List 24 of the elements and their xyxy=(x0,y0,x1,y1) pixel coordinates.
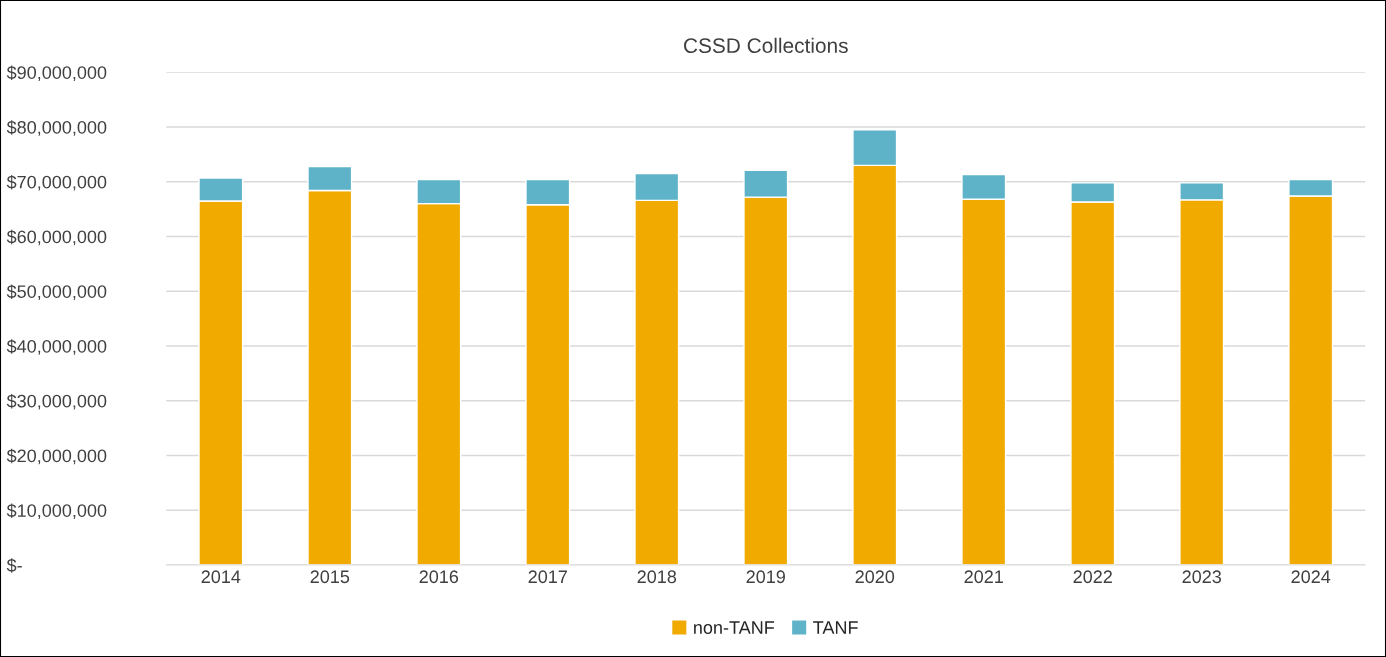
y-tick-label: $90,000,000 xyxy=(6,65,107,82)
y-tick-label: $80,000,000 xyxy=(6,120,107,136)
legend-label: TANF xyxy=(813,621,858,634)
y-tick-label: $60,000,000 xyxy=(6,229,107,246)
x-tick-label: 2023 xyxy=(1182,570,1222,584)
x-tick-label: 2024 xyxy=(1291,570,1331,584)
x-tick-label: 2018 xyxy=(637,570,677,584)
legend-label: non-TANF xyxy=(694,621,775,634)
y-tick-label: $10,000,000 xyxy=(6,503,107,520)
y-tick-label: $40,000,000 xyxy=(6,339,107,355)
x-tick-label: 2022 xyxy=(1073,570,1112,584)
x-tick-label: 2016 xyxy=(419,570,459,584)
x-tick-label: 2020 xyxy=(855,570,895,584)
x-tick-label: 2015 xyxy=(310,570,350,584)
chart-title: CSSD Collections xyxy=(684,37,848,54)
x-tick-label: 2021 xyxy=(964,570,1003,584)
x-tick-label: 2017 xyxy=(528,570,567,584)
x-tick-label: 2014 xyxy=(201,570,241,584)
y-tick-label: $- xyxy=(6,558,22,573)
y-tick-label: $70,000,000 xyxy=(6,174,107,191)
y-tick-label: $20,000,000 xyxy=(6,448,107,465)
y-tick-label: $50,000,000 xyxy=(6,284,107,301)
y-tick-label: $30,000,000 xyxy=(6,393,107,410)
x-tick-label: 2019 xyxy=(746,570,785,584)
